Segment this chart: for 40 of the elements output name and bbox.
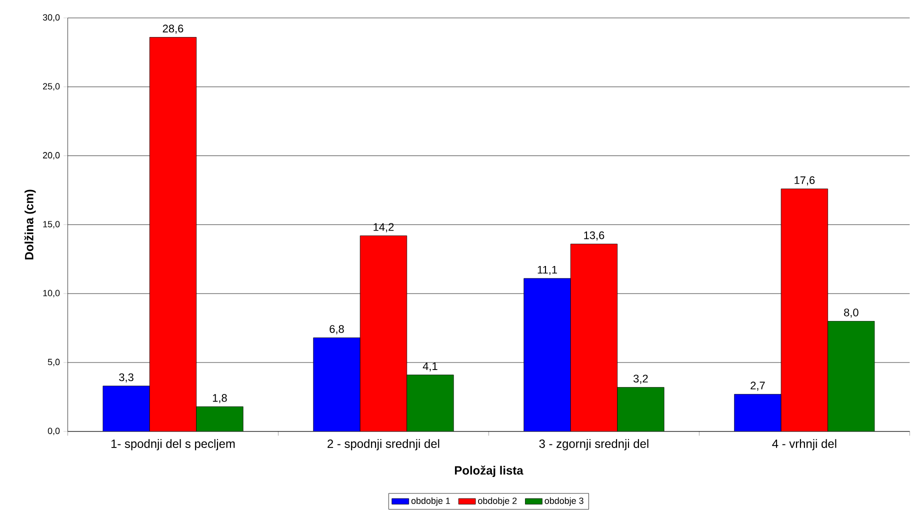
data-label: 3,3 (119, 373, 134, 382)
data-label: 17,6 (794, 176, 815, 186)
data-label: 3,2 (634, 374, 648, 384)
bar (313, 337, 360, 432)
bar (617, 387, 664, 432)
y-tick-label: 10,0 (43, 290, 60, 298)
bar (149, 36, 197, 432)
y-tick-label: 25,0 (43, 83, 60, 91)
bar (828, 320, 875, 432)
y-tick-label: 20,0 (43, 152, 60, 160)
bar (734, 394, 782, 432)
bar (102, 386, 150, 432)
y-tick-label: 15,0 (43, 220, 60, 228)
data-label: 4,1 (422, 362, 438, 372)
x-tick-label: 3 - zgornji srednji del (539, 439, 648, 450)
y-tick-label: 30,0 (42, 14, 60, 22)
x-tick-label: 1- spodnji del s pecljem (111, 439, 235, 450)
x-axis-title: Položaj lista (454, 466, 524, 477)
legend-label: obdobje 2 (478, 497, 517, 506)
data-label: 1,8 (212, 394, 227, 404)
bar (196, 406, 244, 432)
data-label: 6,8 (330, 325, 344, 334)
legend-label: obdobje 1 (411, 497, 450, 506)
bar (780, 188, 828, 432)
data-label: 13,6 (584, 231, 604, 240)
legend-label: obdobje 3 (544, 497, 584, 506)
data-label: 8,0 (844, 308, 858, 318)
y-axis-title: Dolžina (cm) (24, 190, 36, 260)
x-tick-label: 2 - spodnji srednji del (328, 439, 440, 450)
data-label: 28,6 (162, 24, 184, 34)
data-label: 11,1 (538, 266, 557, 275)
y-tick-label: 5,0 (48, 358, 60, 366)
x-tick-label: 4 - vrhnji del (772, 439, 836, 450)
bar (360, 235, 408, 432)
y-tick-label: 0,0 (48, 428, 60, 436)
bar (524, 278, 571, 432)
data-label: 2,7 (750, 382, 765, 391)
data-label: 14,2 (374, 223, 394, 232)
bar (570, 244, 618, 432)
bar (406, 374, 454, 432)
